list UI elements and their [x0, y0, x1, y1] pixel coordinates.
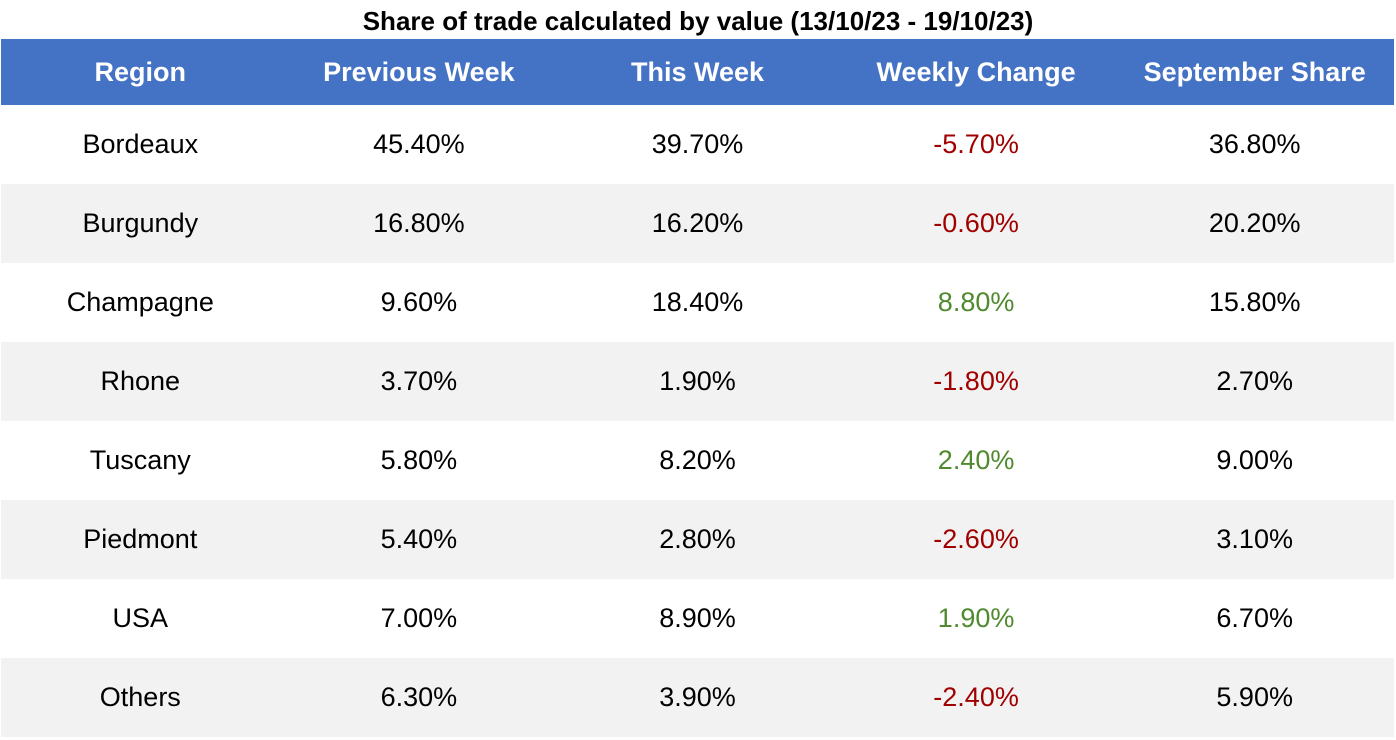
september-share-cell: 9.00% [1115, 421, 1394, 500]
table-row: Tuscany 5.80% 8.20% 2.40% 9.00% [1, 421, 1394, 500]
table-row: Bordeaux 45.40% 39.70% -5.70% 36.80% [1, 105, 1394, 184]
weekly-change-cell: -5.70% [836, 105, 1116, 184]
previous-week-cell: 45.40% [279, 105, 559, 184]
table-row: Piedmont 5.40% 2.80% -2.60% 3.10% [1, 500, 1394, 579]
trade-share-table: Region Previous Week This Week Weekly Ch… [1, 39, 1394, 737]
september-share-cell: 36.80% [1115, 105, 1394, 184]
weekly-change-cell: -1.80% [836, 342, 1116, 421]
column-header-weekly-change: Weekly Change [836, 39, 1116, 105]
september-share-cell: 15.80% [1115, 263, 1394, 342]
region-cell: Tuscany [1, 421, 280, 500]
this-week-cell: 8.20% [558, 421, 837, 500]
september-share-cell: 3.10% [1115, 500, 1394, 579]
previous-week-cell: 7.00% [279, 579, 559, 658]
table-row: Rhone 3.70% 1.90% -1.80% 2.70% [1, 342, 1394, 421]
this-week-cell: 18.40% [558, 263, 837, 342]
region-cell: USA [1, 579, 280, 658]
weekly-change-cell: -2.60% [836, 500, 1116, 579]
table-row: Burgundy 16.80% 16.20% -0.60% 20.20% [1, 184, 1394, 263]
september-share-cell: 2.70% [1115, 342, 1394, 421]
table-body: Bordeaux 45.40% 39.70% -5.70% 36.80% Burgundy… [1, 105, 1394, 737]
region-cell: Burgundy [1, 184, 280, 263]
this-week-cell: 3.90% [558, 658, 837, 737]
region-cell: Others [1, 658, 280, 737]
previous-week-cell: 16.80% [279, 184, 559, 263]
previous-week-cell: 9.60% [279, 263, 559, 342]
weekly-change-cell: -0.60% [836, 184, 1116, 263]
weekly-change-cell: 2.40% [836, 421, 1116, 500]
this-week-cell: 1.90% [558, 342, 837, 421]
previous-week-cell: 6.30% [279, 658, 559, 737]
region-cell: Champagne [1, 263, 280, 342]
column-header-this-week: This Week [558, 39, 837, 105]
weekly-change-cell: 1.90% [836, 579, 1116, 658]
table-header-row: Region Previous Week This Week Weekly Ch… [1, 39, 1394, 105]
this-week-cell: 2.80% [558, 500, 837, 579]
previous-week-cell: 5.80% [279, 421, 559, 500]
weekly-change-cell: 8.80% [836, 263, 1116, 342]
region-cell: Bordeaux [1, 105, 280, 184]
table-row: Others 6.30% 3.90% -2.40% 5.90% [1, 658, 1394, 737]
table-title: Share of trade calculated by value (13/1… [362, 6, 1034, 36]
september-share-cell: 6.70% [1115, 579, 1394, 658]
september-share-cell: 20.20% [1115, 184, 1394, 263]
column-header-region: Region [1, 39, 280, 105]
table-row: Champagne 9.60% 18.40% 8.80% 15.80% [1, 263, 1394, 342]
this-week-cell: 39.70% [558, 105, 837, 184]
previous-week-cell: 3.70% [279, 342, 559, 421]
table-row: USA 7.00% 8.90% 1.90% 6.70% [1, 579, 1394, 658]
column-header-previous-week: Previous Week [279, 39, 559, 105]
region-cell: Piedmont [1, 500, 280, 579]
september-share-cell: 5.90% [1115, 658, 1394, 737]
column-header-september-share: September Share [1115, 39, 1394, 105]
this-week-cell: 16.20% [558, 184, 837, 263]
previous-week-cell: 5.40% [279, 500, 559, 579]
region-cell: Rhone [1, 342, 280, 421]
weekly-change-cell: -2.40% [836, 658, 1116, 737]
this-week-cell: 8.90% [558, 579, 837, 658]
